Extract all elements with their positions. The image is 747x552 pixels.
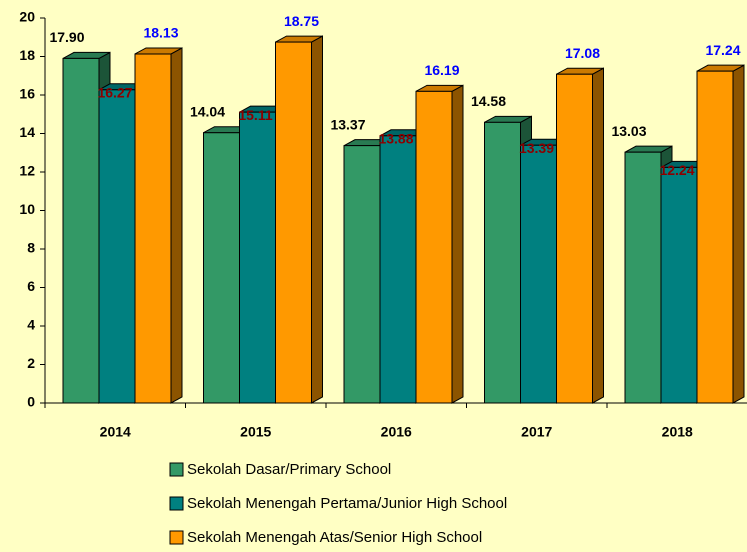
bar [556,73,593,404]
bar-side [592,67,604,404]
bar [379,135,417,404]
legend-swatch [169,530,184,545]
data-label: 15.11 [238,107,272,123]
x-tick-label: 2018 [662,424,693,440]
legend-label: Sekolah Menengah Atas/Senior High School [187,529,482,546]
legend-label: Sekolah Dasar/Primary School [187,461,391,478]
bar [239,111,276,404]
data-label: 13.37 [330,116,365,132]
bar-side [170,47,183,404]
bar [203,132,240,404]
x-tick-label: 2017 [521,424,552,440]
y-tick-label: 4 [27,317,35,333]
bar [520,144,557,404]
bar [343,145,381,404]
bar [415,90,453,404]
x-tick-label: 2015 [240,424,271,440]
data-label: 12.24 [659,162,694,178]
y-tick-label: 12 [19,163,35,179]
bar [62,57,100,404]
data-label: 17.90 [49,29,84,45]
x-tick-label: 2016 [381,424,412,440]
legend-swatch [169,462,184,477]
bar-side [732,64,745,404]
y-tick-label: 20 [19,9,35,25]
data-label: 14.58 [471,93,506,109]
y-tick-label: 2 [27,355,35,371]
data-label: 13.39 [519,140,554,156]
bar [660,166,698,404]
data-label: 17.08 [565,45,600,61]
data-label: 16.27 [97,85,132,101]
y-tick-label: 18 [19,47,35,63]
data-label: 17.24 [705,42,740,58]
data-label: 18.13 [143,25,178,41]
y-tick-label: 10 [19,201,35,217]
data-label: 13.03 [611,123,646,139]
bar [484,121,521,404]
y-tick-label: 16 [19,86,35,102]
bar [134,53,172,404]
bar [696,70,734,404]
data-label: 13.88 [378,131,413,147]
bar-side [311,35,323,404]
data-label: 18.75 [284,13,319,29]
y-tick-label: 14 [19,124,35,140]
bar [624,151,662,404]
data-label: 14.04 [190,103,225,119]
bar-side [451,84,464,404]
y-tick-label: 8 [27,240,35,256]
y-tick-label: 6 [27,278,35,294]
data-label: 16.19 [424,62,459,78]
legend-label: Sekolah Menengah Pertama/Junior High Sch… [187,495,507,512]
bar [275,41,312,404]
bar [98,89,136,404]
x-tick-label: 2014 [100,424,131,440]
y-tick-label: 0 [27,394,35,410]
legend-swatch [169,496,184,511]
